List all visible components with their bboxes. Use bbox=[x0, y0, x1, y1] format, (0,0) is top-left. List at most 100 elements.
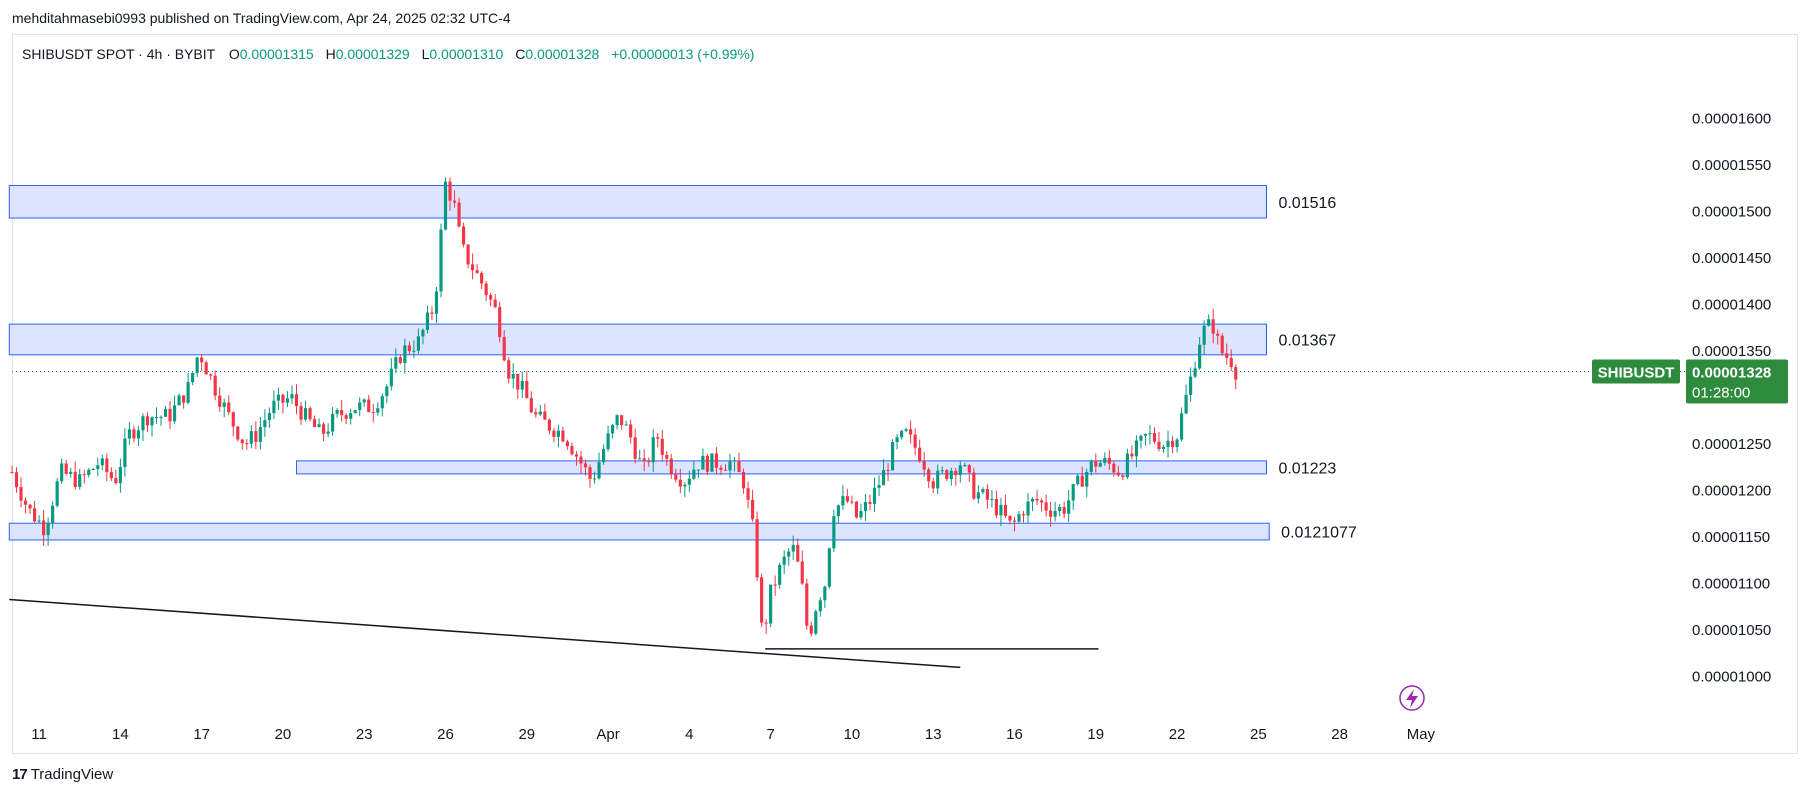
x-tick-label: Apr bbox=[596, 726, 619, 743]
y-tick-label: 0.00001400 bbox=[1692, 297, 1771, 314]
candle-body bbox=[1107, 457, 1111, 464]
candle-body bbox=[750, 499, 755, 520]
candle-body bbox=[1152, 433, 1157, 442]
candle-body bbox=[841, 496, 845, 506]
candle-body bbox=[1175, 439, 1179, 448]
candle-body bbox=[362, 399, 366, 403]
candle-body bbox=[1121, 475, 1125, 478]
x-tick-label: 28 bbox=[1331, 726, 1348, 743]
y-tick-label: 0.00001250 bbox=[1692, 436, 1771, 453]
y-tick-label: 0.00001050 bbox=[1692, 622, 1771, 639]
candle-body bbox=[218, 395, 222, 407]
candle-body bbox=[466, 244, 470, 265]
change-value: +0.00000013 (+0.99%) bbox=[611, 46, 755, 62]
candle-body bbox=[425, 312, 430, 330]
candle-body bbox=[972, 472, 976, 499]
chart-frame bbox=[12, 34, 1798, 754]
candle-body bbox=[114, 478, 118, 484]
candle-body bbox=[19, 487, 23, 501]
candle-body bbox=[1112, 463, 1116, 473]
y-tick-label: 0.00001550 bbox=[1692, 157, 1771, 174]
candle-body bbox=[909, 429, 913, 435]
candle-body bbox=[741, 472, 746, 489]
y-tick-label: 0.00001100 bbox=[1692, 576, 1770, 593]
publisher-line: mehditahmasebi0993 published on TradingV… bbox=[12, 10, 511, 26]
candle-body bbox=[285, 398, 290, 403]
candle-body bbox=[308, 408, 312, 420]
candle-body bbox=[37, 520, 41, 522]
candle-body bbox=[136, 430, 141, 439]
candle-body bbox=[55, 481, 59, 506]
candle-body bbox=[389, 368, 393, 387]
candle-body bbox=[353, 410, 357, 414]
candle-body bbox=[276, 394, 281, 401]
x-tick-label: 29 bbox=[518, 726, 535, 743]
candle-body bbox=[303, 408, 308, 420]
candle-body bbox=[800, 561, 804, 584]
symbol-title[interactable]: SHIBUSDT SPOT · 4h · BYBIT bbox=[22, 46, 215, 62]
candle-body bbox=[421, 329, 425, 337]
candle-body bbox=[755, 519, 759, 578]
candle-body bbox=[82, 474, 86, 476]
open-value: 0.00001315 bbox=[239, 46, 314, 62]
candle-body bbox=[868, 502, 872, 504]
candle-body bbox=[922, 460, 926, 470]
candle-body bbox=[615, 415, 619, 425]
candle-body bbox=[1098, 462, 1102, 467]
candle-body bbox=[547, 419, 551, 431]
candle-body bbox=[443, 181, 448, 230]
y-tick-label: 0.00001200 bbox=[1692, 483, 1771, 500]
candle-body bbox=[1170, 440, 1175, 448]
candle-body bbox=[326, 431, 330, 434]
candle-body bbox=[1062, 506, 1066, 514]
footer-brand[interactable]: 17 TradingView bbox=[12, 766, 113, 783]
candle-body bbox=[294, 394, 299, 407]
candle-body bbox=[91, 468, 95, 470]
candle-body bbox=[240, 439, 244, 444]
candle-body bbox=[1040, 500, 1044, 503]
candle-body bbox=[809, 625, 813, 634]
candle-body bbox=[592, 478, 597, 480]
candle-body bbox=[1012, 520, 1017, 522]
candle-body bbox=[936, 470, 940, 489]
candle-body bbox=[913, 434, 917, 448]
candle-body bbox=[1130, 453, 1134, 457]
candle-body bbox=[1053, 511, 1057, 517]
candle-body bbox=[886, 470, 890, 472]
candle-body bbox=[1193, 368, 1197, 377]
candle-body bbox=[1161, 446, 1166, 449]
candle-body bbox=[452, 200, 457, 203]
candle-body bbox=[1198, 344, 1202, 369]
candle-body bbox=[87, 469, 91, 476]
y-tick-label: 0.00001500 bbox=[1692, 204, 1771, 221]
candle-body bbox=[163, 408, 168, 417]
candle-body bbox=[380, 396, 384, 409]
candle-body bbox=[683, 484, 687, 487]
candle-body bbox=[32, 508, 37, 522]
candle-body bbox=[1044, 502, 1048, 511]
candle-body bbox=[299, 406, 303, 420]
price-tag bbox=[1686, 359, 1788, 404]
zone-label-2: 0.01223 bbox=[1278, 460, 1336, 477]
symbol-tag bbox=[1592, 359, 1680, 384]
candle-body bbox=[588, 467, 592, 479]
candle-body bbox=[954, 470, 958, 476]
low-label: L bbox=[421, 46, 430, 62]
candle-body bbox=[100, 458, 104, 466]
zone-2 bbox=[295, 460, 1267, 475]
candle-body bbox=[534, 412, 538, 415]
candle-body bbox=[231, 412, 235, 427]
candle-body bbox=[322, 424, 326, 434]
candle-body bbox=[168, 408, 172, 422]
candle-body bbox=[850, 501, 854, 503]
candle-body bbox=[245, 443, 249, 445]
x-tick-label: 26 bbox=[437, 726, 454, 743]
candle-body bbox=[118, 467, 122, 484]
x-tick-label: 25 bbox=[1250, 726, 1267, 743]
y-tick-label: 0.00001450 bbox=[1692, 250, 1771, 267]
candle-body bbox=[227, 402, 231, 413]
candle-body bbox=[823, 586, 827, 601]
candle-body bbox=[719, 467, 723, 470]
candle-body bbox=[1234, 367, 1238, 380]
